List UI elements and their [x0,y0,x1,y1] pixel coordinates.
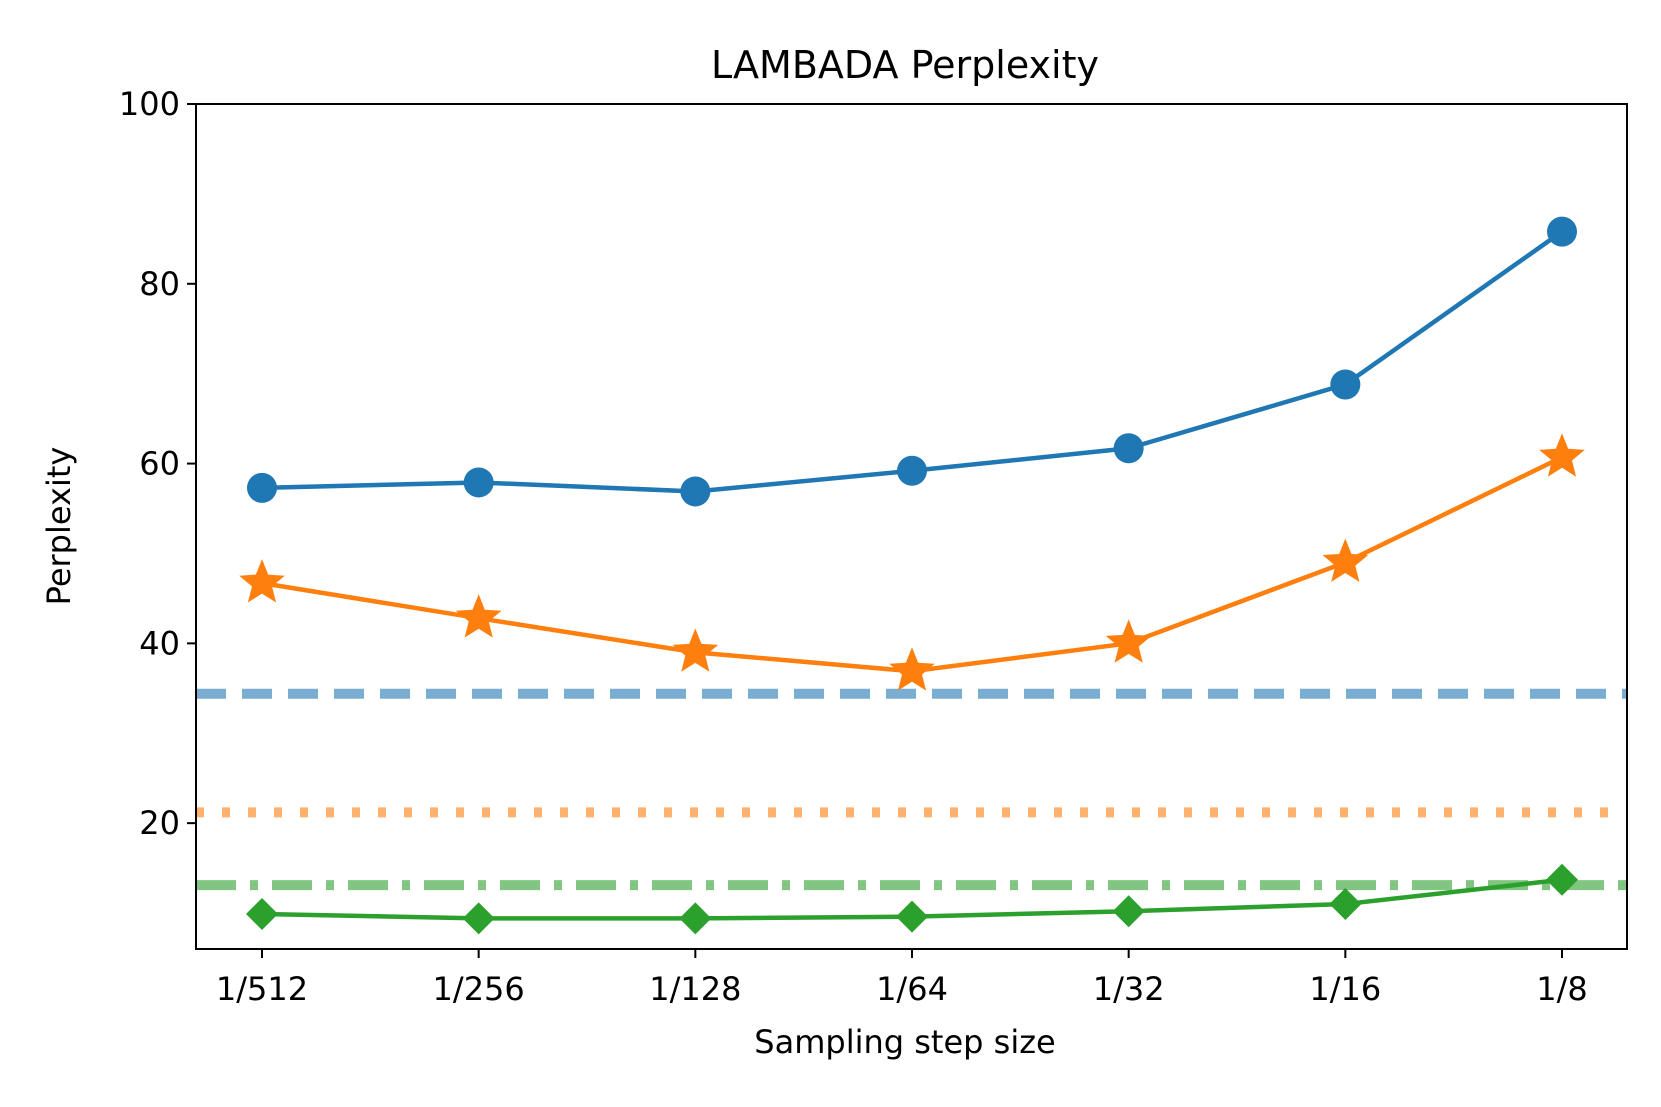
data-point-orange-star-1/64 [889,647,935,691]
data-point-orange-star-1/8 [1539,433,1585,477]
data-point-blue-circle-1/512 [247,472,277,503]
x-tick-label-1/16: 1/16 [1309,970,1381,1008]
data-point-blue-circle-1/256 [463,467,494,498]
x-tick-label-1/512: 1/512 [216,970,308,1008]
x-tick-label-1/256: 1/256 [433,970,525,1008]
data-point-green-diamond-1/16 [1329,888,1362,921]
series-layer [239,216,1585,935]
data-point-orange-star-1/256 [455,594,502,638]
y-tick-label-60: 60 [139,445,180,483]
x-tick-label-1/8: 1/8 [1536,970,1588,1008]
data-point-blue-circle-1/16 [1330,369,1361,400]
data-point-blue-circle-1/32 [1113,433,1144,464]
data-point-orange-star-1/512 [239,559,285,603]
series-line-orange-star [261,455,1563,674]
y-tick-label-100: 100 [119,85,180,123]
data-point-blue-circle-1/8 [1547,216,1577,247]
series-blue-circle [247,216,1577,507]
data-point-orange-star-1/32 [1105,619,1152,663]
series-orange-star [239,433,1585,691]
data-point-green-diamond-1/64 [896,900,928,933]
x-tick-label-1/64: 1/64 [876,970,948,1008]
data-point-green-diamond-1/128 [679,902,712,935]
data-point-green-diamond-1/8 [1546,863,1578,896]
y-tick-label-80: 80 [139,265,180,303]
data-point-green-diamond-1/512 [246,897,278,930]
series-line-blue-circle [261,229,1564,494]
x-tick-label-1/32: 1/32 [1093,970,1165,1008]
y-axis-label: Perplexity [40,447,78,606]
data-point-blue-circle-1/128 [680,476,711,507]
y-tick-label-40: 40 [139,624,180,662]
y-tick-label-20: 20 [139,804,180,842]
x-axis-label: Sampling step size [754,1023,1055,1061]
data-point-blue-circle-1/64 [897,455,927,486]
data-point-green-diamond-1/32 [1112,895,1145,928]
axes: 1/512 1/256 1/128 1/64 1/32 1/16 1/8 20 40 60 80 10… [119,85,1628,1008]
data-point-orange-star-1/16 [1322,538,1369,582]
data-point-green-diamond-1/256 [462,902,495,935]
data-point-orange-star-1/128 [672,628,719,672]
plot-frame [195,103,1628,950]
chart-title: LAMBADA Perplexity [711,43,1099,87]
x-tick-label-1/128: 1/128 [649,970,741,1008]
reference-lines [196,688,1627,891]
series-green-diamond [246,863,1578,935]
